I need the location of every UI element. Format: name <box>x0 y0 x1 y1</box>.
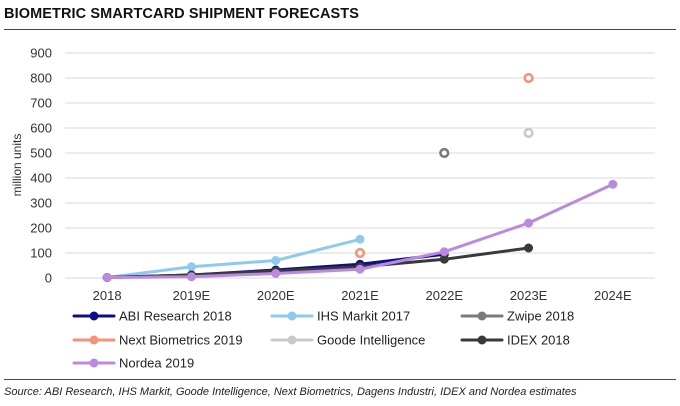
y-tick-label: 400 <box>30 171 52 186</box>
data-point <box>523 127 534 139</box>
data-point <box>439 254 449 264</box>
legend-label: IHS Markit 2017 <box>317 309 410 324</box>
y-tick-label: 300 <box>30 196 52 211</box>
x-tick-label: 2019E <box>173 288 211 303</box>
legend-swatch-marker <box>89 311 99 321</box>
data-point <box>355 264 365 274</box>
legend-label: Nordea 2019 <box>119 356 194 371</box>
y-axis-label: million units <box>10 134 24 197</box>
series-3 <box>354 72 534 259</box>
x-tick-label: 2020E <box>257 288 295 303</box>
shipment-forecast-chart: 0 100 200 300 400 500 600 700 800 900 million uni… <box>10 46 655 371</box>
x-tick-label: 2018 <box>93 288 122 303</box>
legend-swatch-marker <box>89 358 99 368</box>
y-tick-label: 700 <box>30 96 52 111</box>
data-point <box>439 247 449 257</box>
x-axis-ticks: 2018 2019E 2020E 2021E 2022E 2023E 2024E <box>93 288 632 303</box>
title-divider <box>4 29 676 30</box>
y-axis-ticks: 0 100 200 300 400 500 600 700 800 900 <box>30 46 52 286</box>
legend-swatch-marker <box>477 311 487 321</box>
data-point <box>354 247 366 259</box>
y-tick-label: 600 <box>30 121 52 136</box>
legend-swatch-marker <box>287 335 297 345</box>
data-point <box>524 218 534 228</box>
data-point <box>102 273 112 282</box>
series-line <box>105 237 362 279</box>
data-point <box>186 272 196 282</box>
series-group <box>102 72 618 282</box>
chart-title: BIOMETRIC SMARTCARD SHIPMENT FORECASTS <box>4 6 360 22</box>
x-tick-label: 2021E <box>341 288 379 303</box>
legend-swatch-marker <box>287 311 297 321</box>
data-point <box>524 243 534 253</box>
legend-swatch-marker <box>89 335 99 345</box>
y-tick-label: 100 <box>30 246 52 261</box>
legend-label: Next Biometrics 2019 <box>119 333 243 348</box>
x-tick-label: 2023E <box>510 288 548 303</box>
y-tick-label: 0 <box>45 271 52 286</box>
legend-item: ABI Research 2018 <box>72 309 232 324</box>
legend-label: Zwipe 2018 <box>507 309 574 324</box>
y-tick-label: 800 <box>30 71 52 86</box>
data-point <box>186 262 196 272</box>
series-2 <box>439 147 450 159</box>
legend-item: IHS Markit 2017 <box>270 309 410 324</box>
y-tick-label: 500 <box>30 146 52 161</box>
data-point <box>271 269 281 278</box>
series-4 <box>523 127 534 139</box>
x-tick-label: 2024E <box>594 288 632 303</box>
legend-label: Goode Intelligence <box>317 333 425 348</box>
data-point <box>608 179 618 189</box>
series-line <box>105 246 531 279</box>
legend-item: Next Biometrics 2019 <box>72 333 243 348</box>
data-point <box>355 234 365 244</box>
gridlines <box>65 52 655 279</box>
legend-label: IDEX 2018 <box>507 333 570 348</box>
legend-swatch-marker <box>477 335 487 345</box>
y-tick-label: 900 <box>30 46 52 61</box>
source-note: Source: ABI Research, IHS Markit, Goode … <box>4 386 577 398</box>
footer-divider <box>4 379 676 380</box>
y-tick-label: 200 <box>30 221 52 236</box>
data-point <box>271 256 281 265</box>
legend-item: Goode Intelligence <box>270 333 425 348</box>
legend-item: Zwipe 2018 <box>460 309 574 324</box>
data-point <box>439 147 450 159</box>
x-tick-label: 2022E <box>425 288 463 303</box>
legend-label: ABI Research 2018 <box>119 309 232 324</box>
legend-item: IDEX 2018 <box>460 333 570 348</box>
legend-item: Nordea 2019 <box>72 356 194 371</box>
legend: ABI Research 2018 IHS Markit 2017 Zwipe 20… <box>72 309 574 371</box>
series-6 <box>102 179 618 282</box>
data-point <box>523 72 534 84</box>
